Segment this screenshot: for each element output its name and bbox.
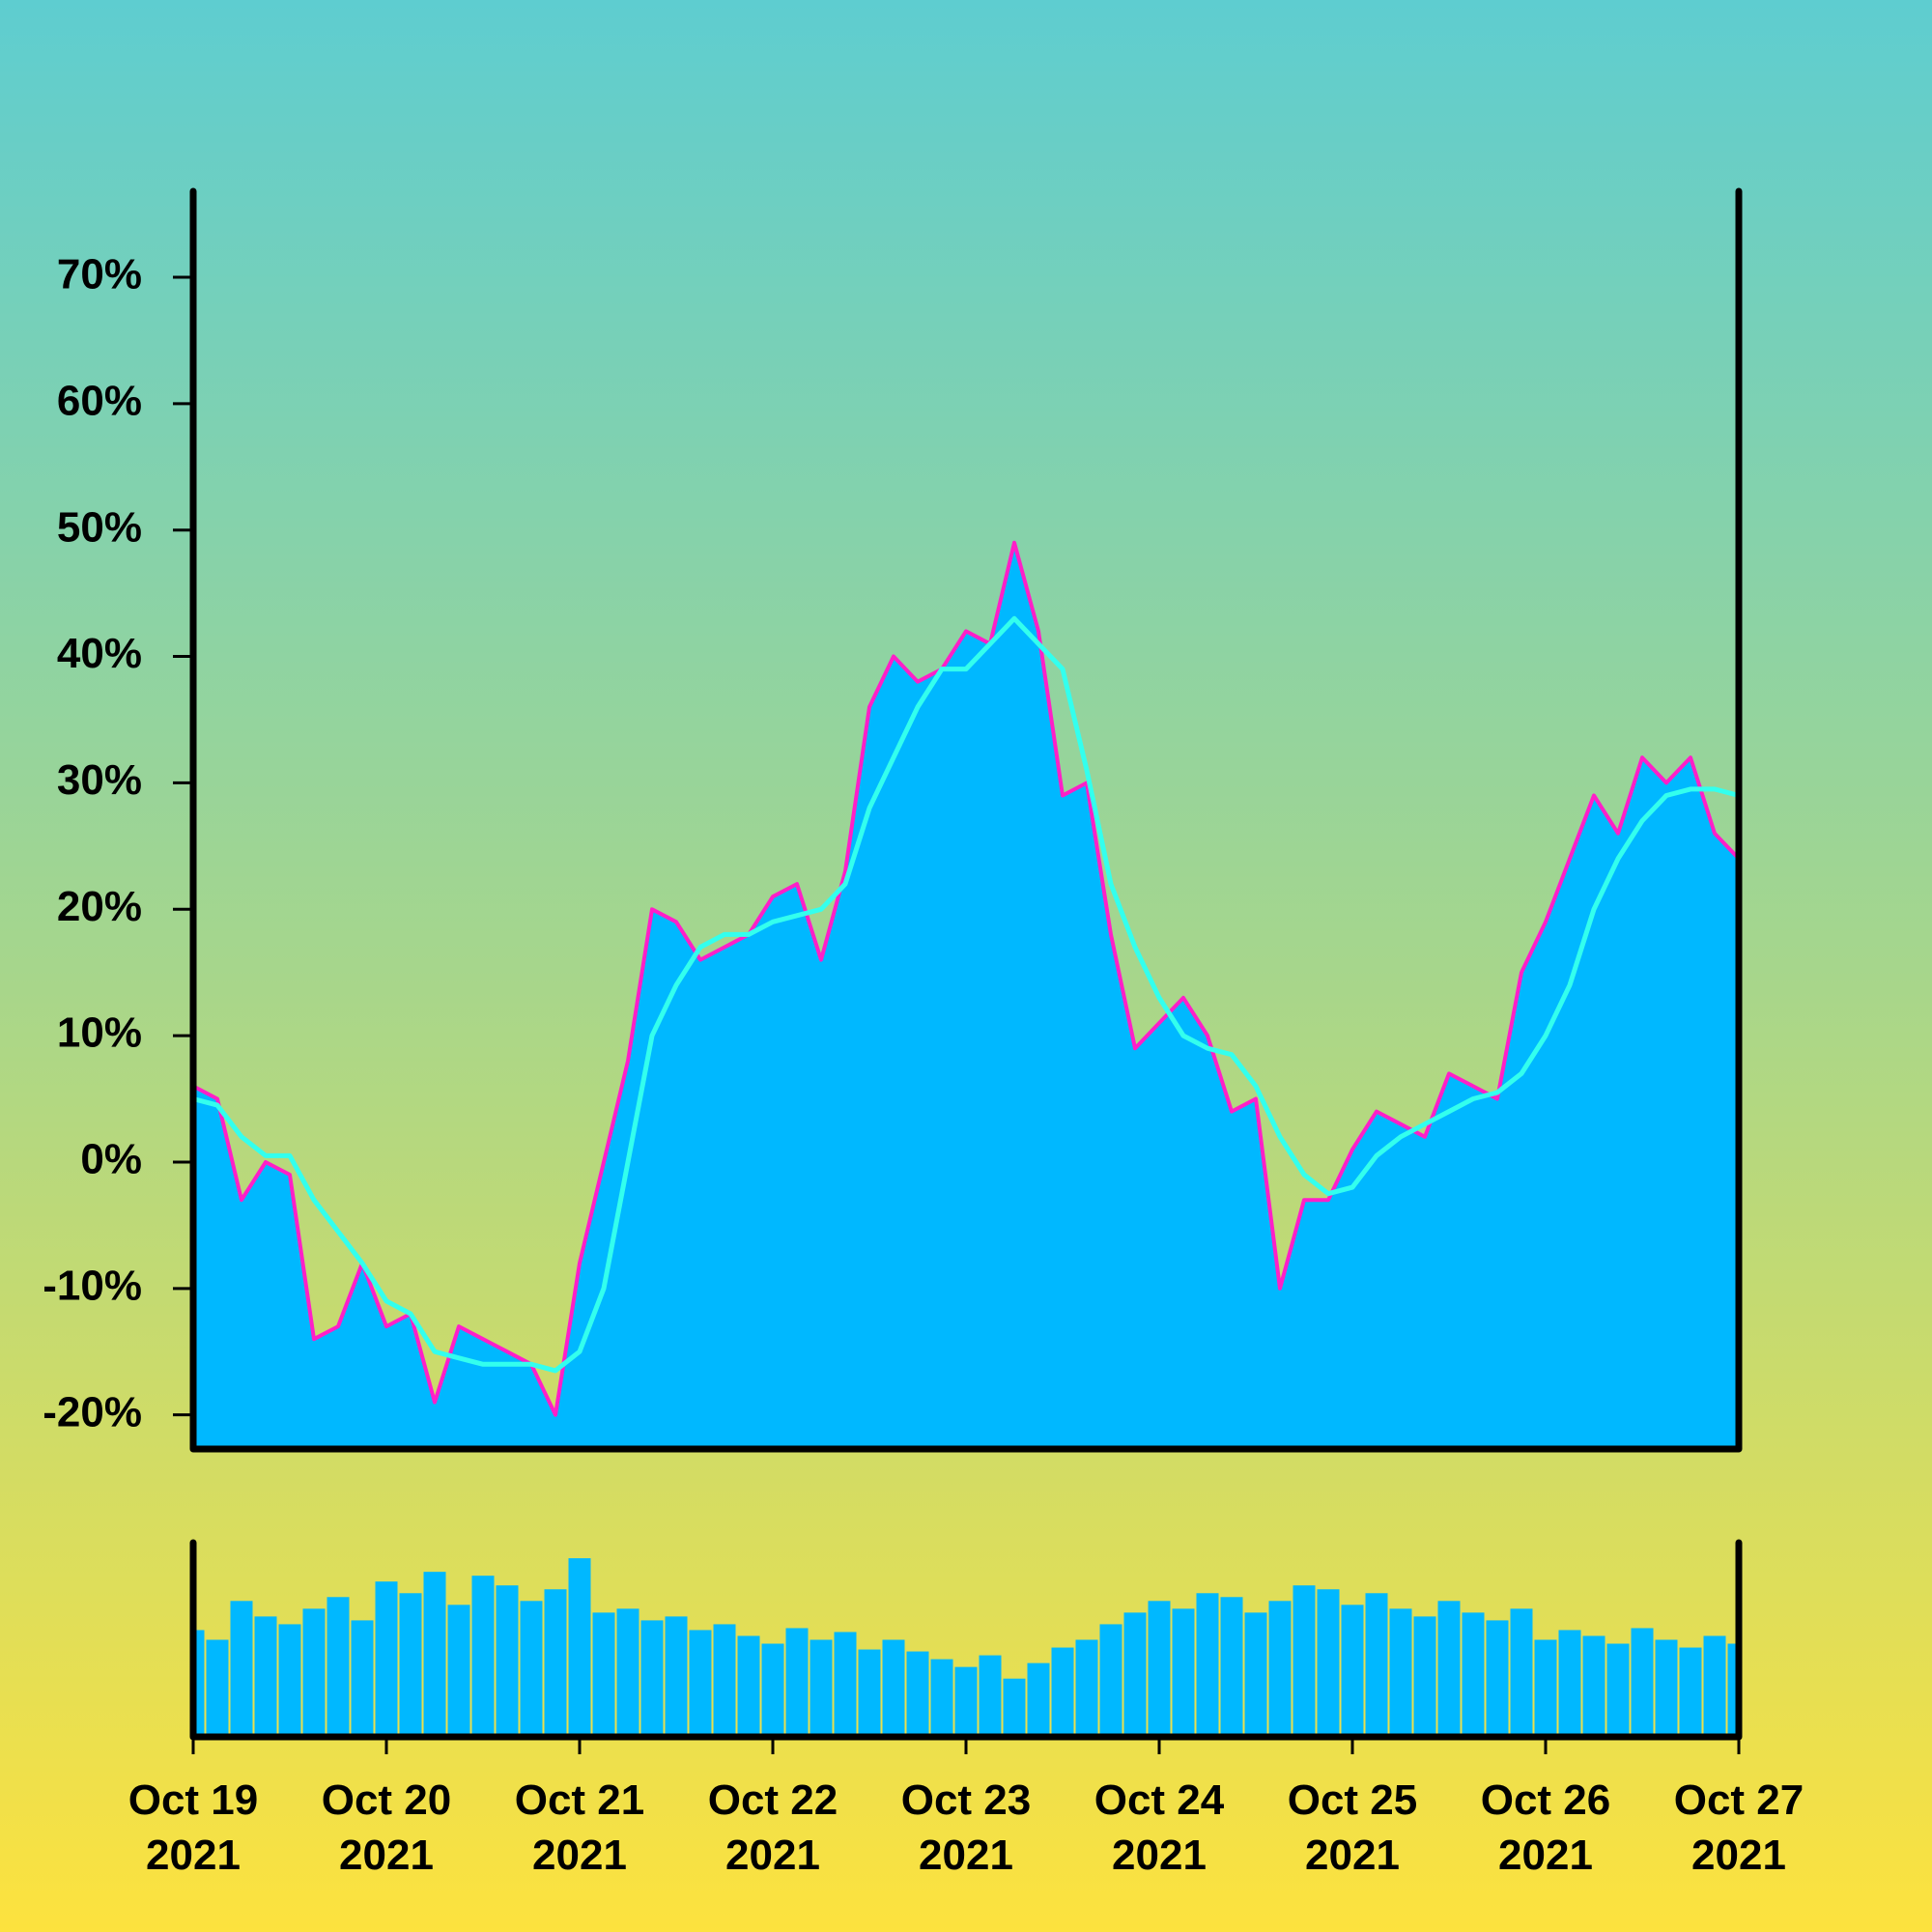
volume-bar xyxy=(327,1597,350,1737)
volume-bar xyxy=(1534,1639,1557,1737)
volume-bar xyxy=(471,1576,495,1737)
volume-bar xyxy=(1099,1624,1122,1737)
volume-bar xyxy=(592,1612,615,1737)
volume-bar xyxy=(761,1643,784,1737)
x-tick-label: Oct 23 2021 xyxy=(901,1776,1032,1879)
volume-bar xyxy=(834,1632,857,1737)
volume-bar xyxy=(544,1589,567,1737)
volume-bar xyxy=(954,1666,978,1737)
x-tick-label: Oct 26 2021 xyxy=(1481,1776,1611,1879)
volume-bar xyxy=(810,1639,833,1737)
x-tick-label: Oct 19 2021 xyxy=(128,1776,259,1879)
volume-bar xyxy=(979,1655,1002,1737)
volume-bar xyxy=(423,1572,446,1737)
volume-bar xyxy=(278,1624,301,1737)
price-line xyxy=(192,540,1741,1417)
average-line xyxy=(192,615,1740,1374)
volume-bar xyxy=(1196,1593,1219,1737)
volume-bar xyxy=(230,1601,253,1737)
y-tick-label: 60% xyxy=(57,377,142,424)
volume-bar xyxy=(665,1616,688,1737)
volume-bar xyxy=(906,1651,929,1737)
x-tick-label: Oct 24 2021 xyxy=(1094,1776,1225,1879)
volume-bar xyxy=(193,1630,205,1737)
volume-bar xyxy=(399,1593,422,1737)
volume-bar xyxy=(1148,1601,1171,1737)
volume-bar xyxy=(1437,1601,1461,1737)
volume-bar xyxy=(1220,1597,1243,1737)
area xyxy=(193,542,1739,1449)
x-tick-label: Oct 20 2021 xyxy=(322,1776,452,1879)
volume-bar xyxy=(1510,1608,1533,1737)
volume-bar xyxy=(1655,1639,1678,1737)
volume-bar xyxy=(1123,1612,1147,1737)
axis-frame xyxy=(189,187,1743,1453)
y-tick-label: 0% xyxy=(80,1136,142,1183)
volume-bar xyxy=(206,1639,229,1737)
volume-bar xyxy=(1293,1585,1316,1737)
volume-bar xyxy=(1268,1601,1292,1737)
volume-bar xyxy=(1075,1639,1098,1737)
x-tick-label: Oct 22 2021 xyxy=(708,1776,838,1879)
volume-bar xyxy=(375,1581,398,1737)
volume-bar xyxy=(1462,1612,1485,1737)
volume-bar xyxy=(1389,1608,1412,1737)
volume-bar xyxy=(568,1558,591,1737)
y-tick-label: -20% xyxy=(43,1388,142,1435)
x-tick-label: Oct 21 2021 xyxy=(515,1776,645,1879)
volume-bar xyxy=(1727,1643,1739,1737)
y-tick-label: 50% xyxy=(57,503,142,551)
volume-bar xyxy=(1003,1678,1026,1737)
y-tick-label: 30% xyxy=(57,756,142,804)
y-tick-label: 40% xyxy=(57,630,142,677)
y-tick-label: -10% xyxy=(43,1262,142,1309)
volume-bar xyxy=(1631,1628,1654,1737)
volume-bar xyxy=(1027,1662,1050,1737)
volume-bar xyxy=(447,1605,470,1737)
volume-bar xyxy=(1582,1635,1605,1737)
volume-bar xyxy=(640,1620,664,1737)
y-tick-label: 20% xyxy=(57,883,142,930)
volume-bar xyxy=(785,1628,809,1737)
volume-bar xyxy=(1413,1616,1436,1737)
volume-bar xyxy=(1679,1647,1702,1737)
y-tick-label: 70% xyxy=(57,251,142,298)
volume-bar xyxy=(302,1608,326,1737)
volume-bar xyxy=(1244,1612,1267,1737)
volume-bar xyxy=(520,1601,543,1737)
volume-bar xyxy=(1703,1635,1726,1737)
x-tick-label: Oct 25 2021 xyxy=(1288,1776,1418,1879)
volume-bar xyxy=(616,1608,639,1737)
volume-bar xyxy=(1172,1608,1195,1737)
volume-bar xyxy=(882,1639,905,1737)
volume-bar xyxy=(1341,1605,1364,1737)
volume-bar xyxy=(930,1659,953,1737)
volume-bar xyxy=(1365,1593,1388,1737)
volume-bar xyxy=(1486,1620,1509,1737)
plot-layer: -20% -10% 0% 10% 20% 30% 40% 50% 60% 70% Oct 19 202… xyxy=(43,187,1804,1879)
x-tick-label: Oct 27 2021 xyxy=(1674,1776,1804,1879)
volume-bar xyxy=(351,1620,374,1737)
volume-bar xyxy=(496,1585,519,1737)
volume-frame xyxy=(189,1539,1743,1741)
volume-bar xyxy=(1317,1589,1340,1737)
volume-bar xyxy=(713,1624,736,1737)
volume-bar xyxy=(737,1635,760,1737)
y-tick-label: 10% xyxy=(57,1009,142,1057)
volume-bar xyxy=(858,1649,881,1737)
volume-bar xyxy=(254,1616,277,1737)
volume-bar xyxy=(689,1630,712,1737)
volume-bar xyxy=(1558,1630,1581,1737)
volume-bar xyxy=(1606,1643,1630,1737)
volume-bar xyxy=(1051,1647,1074,1737)
